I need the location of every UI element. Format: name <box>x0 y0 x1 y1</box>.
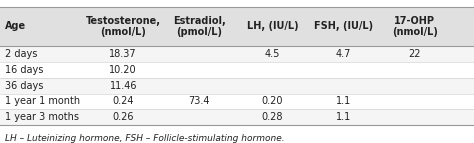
Text: 18.37: 18.37 <box>109 49 137 59</box>
Text: 0.28: 0.28 <box>262 112 283 122</box>
Bar <box>0 62 474 78</box>
Text: 1.1: 1.1 <box>336 112 351 122</box>
Text: 1 year 1 month: 1 year 1 month <box>5 97 80 107</box>
Bar <box>0 94 474 109</box>
Text: 2 days: 2 days <box>5 49 37 59</box>
Text: Age: Age <box>5 21 26 31</box>
Text: 0.26: 0.26 <box>112 112 134 122</box>
Bar <box>0 46 474 62</box>
Text: 17-OHP
(nmol/L): 17-OHP (nmol/L) <box>392 16 438 37</box>
Bar <box>0 78 474 94</box>
Text: 11.46: 11.46 <box>109 81 137 91</box>
Text: 16 days: 16 days <box>5 65 43 75</box>
Text: 73.4: 73.4 <box>188 97 210 107</box>
Text: LH – Luteinizing hormone, FSH – Follicle-stimulating hormone.: LH – Luteinizing hormone, FSH – Follicle… <box>5 134 284 143</box>
Bar <box>0 7 474 46</box>
Text: 4.5: 4.5 <box>265 49 280 59</box>
Text: 0.20: 0.20 <box>262 97 283 107</box>
Text: 4.7: 4.7 <box>336 49 351 59</box>
Text: 1.1: 1.1 <box>336 97 351 107</box>
Text: 36 days: 36 days <box>5 81 43 91</box>
Text: Testosterone,
(nmol/L): Testosterone, (nmol/L) <box>86 16 161 37</box>
Text: 0.24: 0.24 <box>112 97 134 107</box>
Text: LH, (IU/L): LH, (IU/L) <box>247 21 298 31</box>
Text: FSH, (IU/L): FSH, (IU/L) <box>314 21 373 31</box>
Text: 10.20: 10.20 <box>109 65 137 75</box>
Bar <box>0 109 474 125</box>
Text: Estradiol,
(pmol/L): Estradiol, (pmol/L) <box>173 16 226 37</box>
Text: 1 year 3 moths: 1 year 3 moths <box>5 112 79 122</box>
Text: 22: 22 <box>409 49 421 59</box>
